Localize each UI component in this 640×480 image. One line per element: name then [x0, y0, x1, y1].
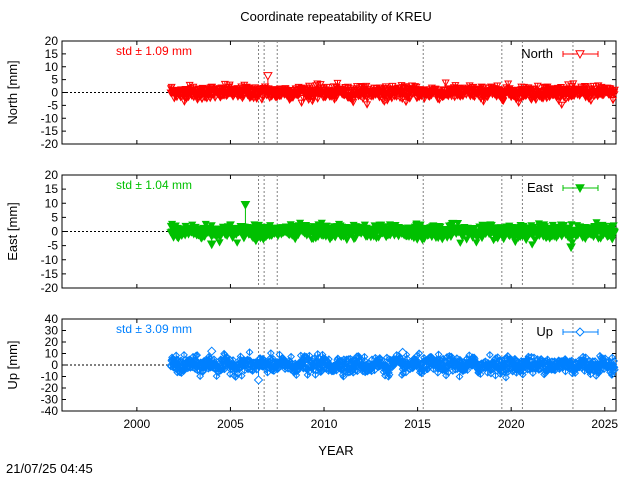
data-point	[610, 89, 619, 97]
data-point	[228, 234, 237, 242]
data-point	[174, 235, 183, 243]
data-point	[349, 99, 358, 107]
y-tick-label: 0	[51, 225, 58, 239]
legend-marker	[575, 50, 585, 60]
legend-label: Up	[536, 324, 553, 339]
y-axis-label: North [mm]	[5, 60, 20, 124]
data-point	[215, 239, 224, 247]
chart-title: Coordinate repeatability of KREU	[240, 9, 432, 24]
data-point	[493, 82, 502, 90]
data-point	[211, 94, 220, 102]
data-point	[504, 80, 513, 88]
std-label: std ± 3.09 mm	[116, 322, 192, 336]
data-point	[226, 221, 235, 229]
outlier-point	[263, 72, 273, 81]
y-tick-label: -15	[41, 124, 59, 138]
y-axis-label: East [mm]	[5, 202, 20, 261]
legend-marker	[575, 327, 585, 337]
data-point	[201, 220, 210, 229]
data-point	[333, 79, 342, 88]
data-point	[608, 97, 618, 105]
data-point	[441, 79, 450, 87]
series-up	[166, 346, 619, 385]
outlier-point	[206, 240, 217, 250]
legend: Up	[536, 324, 599, 339]
y-tick-label: -15	[41, 267, 59, 281]
y-tick-label: 10	[45, 196, 59, 210]
data-point	[257, 96, 266, 104]
legend-label: North	[521, 46, 553, 61]
data-point	[405, 95, 414, 103]
legend-label: East	[527, 180, 553, 195]
data-point	[348, 96, 357, 105]
y-tick-label: -5	[47, 239, 58, 253]
y-tick-label: 15	[45, 47, 59, 61]
data-point	[472, 239, 481, 247]
outlier-point	[240, 200, 251, 210]
y-axis-label: Up [mm]	[5, 340, 20, 389]
outlier-point	[566, 243, 576, 253]
y-tick-label: 5	[51, 210, 58, 224]
y-tick-label: -20	[41, 137, 59, 151]
y-tick-label: 15	[45, 182, 59, 196]
data-point	[401, 98, 411, 107]
y-tick-label: -20	[41, 281, 59, 295]
y-tick-label: 0	[51, 86, 58, 100]
data-point	[352, 83, 362, 91]
data-point	[342, 236, 351, 244]
data-point	[533, 82, 542, 91]
std-label: std ± 1.04 mm	[116, 178, 192, 192]
data-point	[610, 86, 619, 95]
data-point	[331, 234, 340, 242]
y-tick-label: -10	[41, 253, 59, 267]
data-point	[569, 80, 578, 88]
data-point	[225, 81, 234, 89]
data-point	[462, 236, 471, 244]
y-tick-label: 10	[45, 60, 59, 74]
data-point	[332, 94, 341, 102]
y-tick-label: 20	[45, 34, 59, 48]
y-tick-label: -10	[41, 111, 59, 125]
data-point	[557, 101, 566, 109]
y-tick-label: 5	[51, 73, 58, 87]
std-label: std ± 1.09 mm	[116, 44, 192, 58]
series-north	[166, 72, 619, 109]
legend: North	[521, 46, 599, 61]
data-point	[233, 239, 242, 247]
series-east	[166, 200, 619, 253]
legend: East	[527, 180, 599, 195]
y-tick-label: 20	[45, 168, 59, 182]
data-point	[297, 99, 306, 107]
y-tick-label: -5	[47, 98, 58, 112]
legend-marker	[575, 184, 585, 194]
y-tick-label: 40	[45, 312, 59, 326]
